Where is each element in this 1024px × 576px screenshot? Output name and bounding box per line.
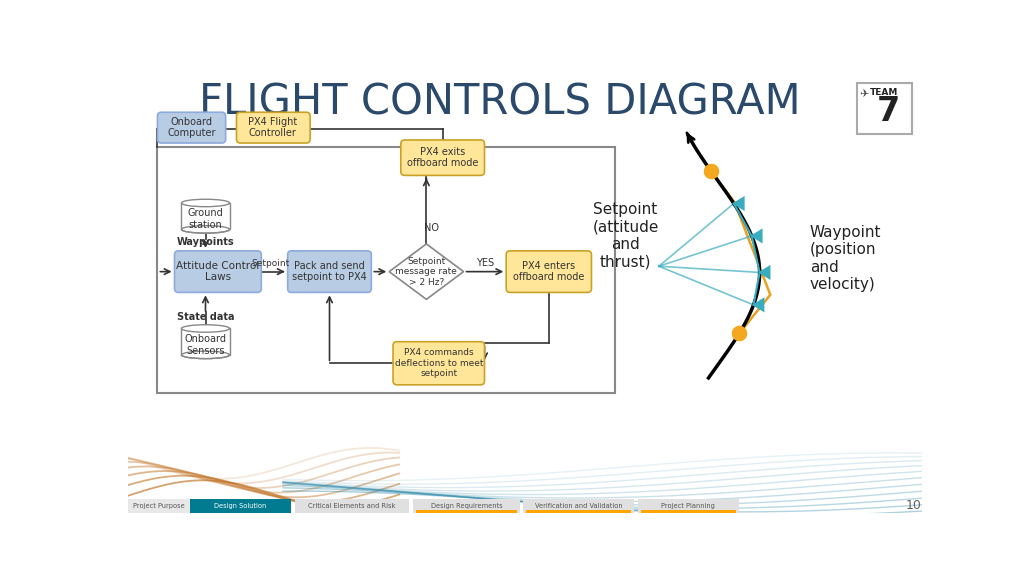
Polygon shape — [389, 244, 464, 300]
Bar — [523, 499, 634, 513]
Text: Attitude Control
Laws: Attitude Control Laws — [176, 261, 259, 282]
Bar — [414, 499, 520, 513]
Text: State data: State data — [177, 312, 234, 322]
Text: 7: 7 — [877, 95, 900, 128]
Bar — [181, 203, 229, 229]
Polygon shape — [758, 265, 770, 280]
Bar — [856, 83, 912, 134]
Bar — [641, 510, 735, 513]
Text: ✈: ✈ — [859, 89, 869, 100]
Bar — [190, 499, 291, 513]
Bar — [295, 499, 410, 513]
Text: Critical Elements and Risk: Critical Elements and Risk — [308, 503, 395, 509]
Text: Onboard
Sensors: Onboard Sensors — [184, 334, 226, 355]
Bar — [181, 328, 229, 355]
Text: PX4 enters
offboard mode: PX4 enters offboard mode — [513, 261, 585, 282]
FancyBboxPatch shape — [174, 251, 261, 293]
Bar — [158, 147, 614, 393]
Text: Onboard
Computer: Onboard Computer — [167, 117, 216, 138]
Ellipse shape — [181, 199, 229, 207]
FancyBboxPatch shape — [288, 251, 372, 293]
Bar — [638, 499, 738, 513]
Text: PX4 Flight
Controller: PX4 Flight Controller — [248, 117, 298, 138]
Text: Project Planning: Project Planning — [662, 503, 715, 509]
Bar — [417, 510, 517, 513]
FancyBboxPatch shape — [393, 342, 484, 385]
Ellipse shape — [181, 351, 229, 359]
FancyBboxPatch shape — [237, 112, 310, 143]
Text: Project Purpose: Project Purpose — [133, 503, 185, 509]
Text: FLIGHT CONTROLS DIAGRAM: FLIGHT CONTROLS DIAGRAM — [200, 81, 801, 123]
Text: YES: YES — [476, 258, 495, 268]
Text: Setpoint: Setpoint — [252, 259, 290, 268]
Bar — [526, 510, 631, 513]
Text: Pack and send
setpoint to PX4: Pack and send setpoint to PX4 — [292, 261, 367, 282]
Bar — [128, 499, 190, 513]
Text: Verification and Validation: Verification and Validation — [535, 503, 623, 509]
FancyBboxPatch shape — [400, 140, 484, 175]
Text: Design Requirements: Design Requirements — [431, 503, 503, 509]
Text: NO: NO — [424, 223, 438, 233]
Text: Design Solution: Design Solution — [214, 503, 266, 509]
Polygon shape — [752, 297, 764, 312]
Text: PX4 commands
deflections to meet
setpoint: PX4 commands deflections to meet setpoin… — [394, 348, 483, 378]
Ellipse shape — [181, 226, 229, 233]
FancyBboxPatch shape — [506, 251, 592, 293]
Ellipse shape — [181, 325, 229, 332]
Text: TEAM: TEAM — [870, 89, 899, 97]
Polygon shape — [751, 228, 763, 244]
Text: Setpoint
message rate
> 2 Hz?: Setpoint message rate > 2 Hz? — [395, 257, 458, 286]
Text: Waypoint
(position
and
velocity): Waypoint (position and velocity) — [810, 225, 882, 292]
Polygon shape — [732, 196, 744, 211]
Text: 10: 10 — [906, 499, 922, 512]
Text: Ground
station: Ground station — [187, 209, 223, 230]
Text: Waypoints: Waypoints — [177, 237, 234, 247]
Text: Setpoint
(attitude
and
thrust): Setpoint (attitude and thrust) — [592, 202, 658, 269]
FancyBboxPatch shape — [158, 112, 225, 143]
Text: PX4 exits
offboard mode: PX4 exits offboard mode — [407, 147, 478, 168]
